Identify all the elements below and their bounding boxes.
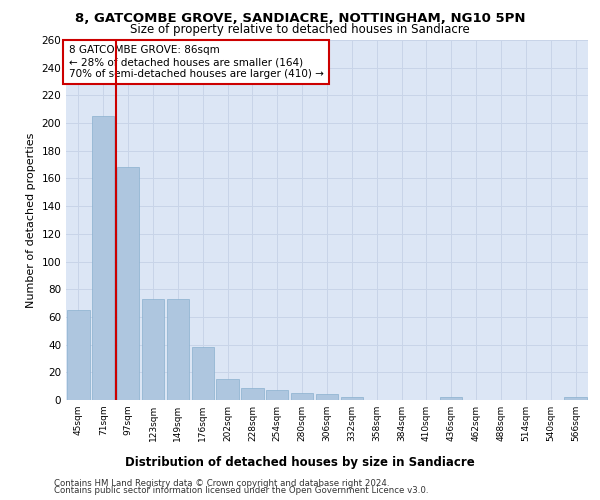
- Bar: [565, 397, 587, 400]
- Bar: [67, 310, 89, 400]
- Y-axis label: Number of detached properties: Number of detached properties: [26, 132, 36, 308]
- Bar: [341, 397, 363, 400]
- Bar: [440, 397, 463, 400]
- Text: 8 GATCOMBE GROVE: 86sqm
← 28% of detached houses are smaller (164)
70% of semi-d: 8 GATCOMBE GROVE: 86sqm ← 28% of detache…: [68, 46, 323, 78]
- Bar: [191, 348, 214, 400]
- Bar: [291, 393, 313, 400]
- Text: Contains public sector information licensed under the Open Government Licence v3: Contains public sector information licen…: [54, 486, 428, 495]
- Text: Contains HM Land Registry data © Crown copyright and database right 2024.: Contains HM Land Registry data © Crown c…: [54, 478, 389, 488]
- Text: 8, GATCOMBE GROVE, SANDIACRE, NOTTINGHAM, NG10 5PN: 8, GATCOMBE GROVE, SANDIACRE, NOTTINGHAM…: [75, 12, 525, 26]
- Bar: [316, 394, 338, 400]
- Text: Size of property relative to detached houses in Sandiacre: Size of property relative to detached ho…: [130, 22, 470, 36]
- Text: Distribution of detached houses by size in Sandiacre: Distribution of detached houses by size …: [125, 456, 475, 469]
- Bar: [142, 299, 164, 400]
- Bar: [117, 168, 139, 400]
- Bar: [266, 390, 289, 400]
- Bar: [217, 379, 239, 400]
- Bar: [241, 388, 263, 400]
- Bar: [92, 116, 115, 400]
- Bar: [167, 299, 189, 400]
